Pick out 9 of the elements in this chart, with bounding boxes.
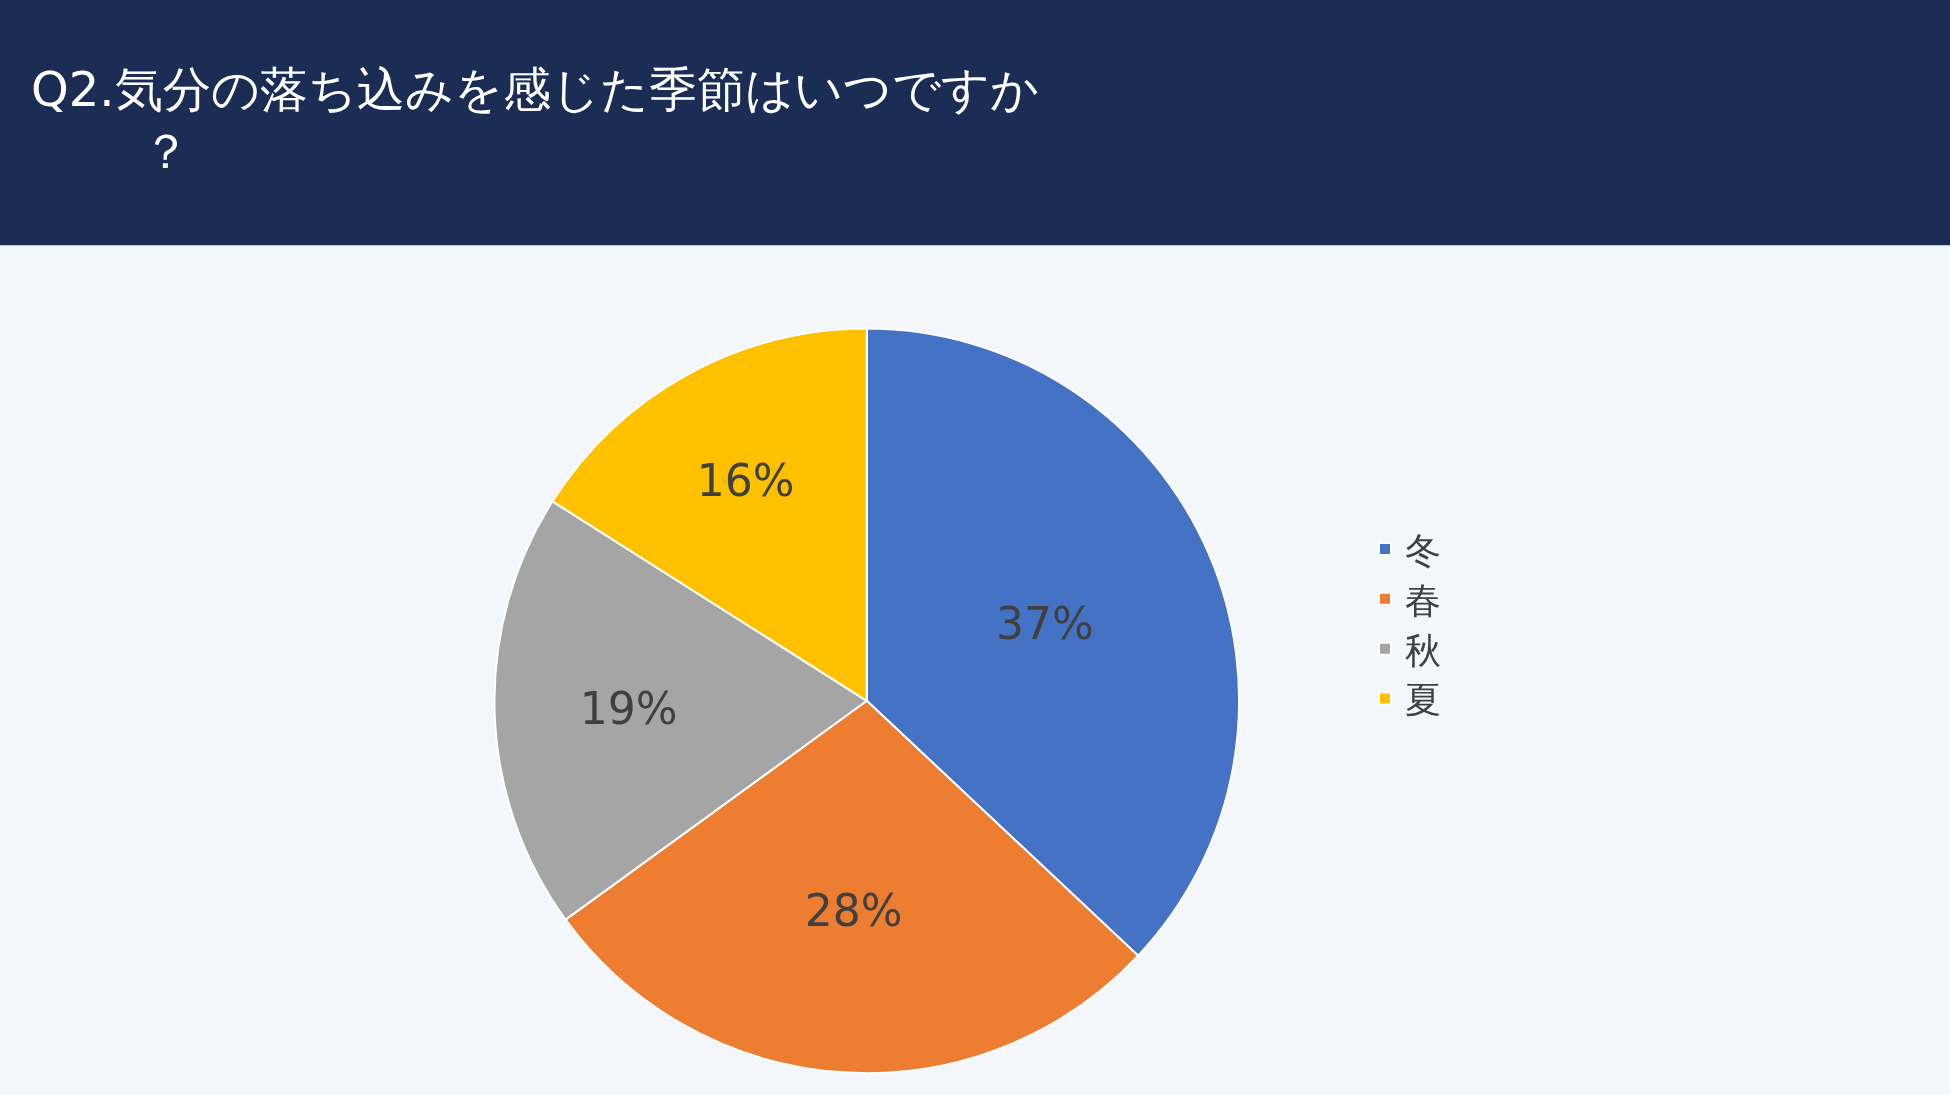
- legend-label: 春: [1405, 579, 1441, 621]
- legend-label: 冬: [1405, 530, 1441, 572]
- data-label: 37%: [996, 598, 1094, 650]
- legend-label: 夏: [1405, 679, 1441, 721]
- chart-title: Q2.気分の落ち込みを感じた季節はいつですか？: [31, 61, 1039, 180]
- data-label: 19%: [579, 682, 678, 734]
- legend-label: 秋: [1405, 629, 1441, 671]
- data-label: 28%: [804, 885, 903, 937]
- data-label: 16%: [696, 455, 795, 507]
